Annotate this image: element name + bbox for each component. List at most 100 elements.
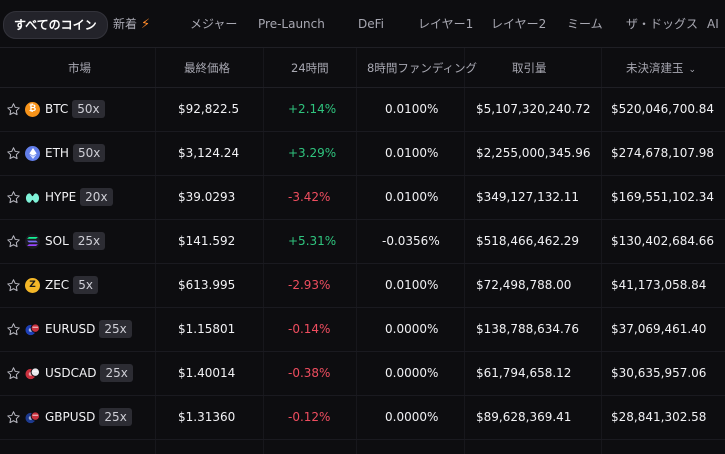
hype-icon (25, 190, 40, 205)
change-24h: +2.14% (288, 102, 337, 116)
tab-all-coins[interactable]: すべてのコイン (3, 11, 108, 39)
table-header: 市場 最終価格 24時間 8時間ファンディング 取引量 未決済建玉 ⌄ (0, 48, 725, 88)
zec-icon: Z (25, 278, 40, 293)
funding-8h: 0.0100% (385, 146, 439, 160)
market-symbol[interactable]: ETH 50x (45, 132, 106, 175)
sort-desc-icon: ⌄ (688, 65, 697, 75)
table-row[interactable]: Z ZEC 5x $613.995 -2.93% 0.0100% $72,498,… (0, 264, 725, 308)
table-row[interactable]: EURUSD 25x $1.15801 -0.14% 0.0000% $138,7… (0, 308, 725, 352)
funding-8h: 0.0100% (385, 278, 439, 292)
symbol-label: SOL (45, 234, 69, 248)
last-price: $141.592 (178, 234, 236, 248)
funding-8h: -0.0356% (382, 234, 440, 248)
leverage-badge: 25x (72, 231, 106, 250)
tab-label: 新着 (113, 17, 138, 31)
table-row[interactable]: ETH 50x $3,124.24 +3.29% 0.0100% $2,255,0… (0, 132, 725, 176)
table-row[interactable]: HYPE 20x $39.0293 -3.42% 0.0100% $349,127… (0, 176, 725, 220)
market-symbol[interactable]: BTC 50x (45, 88, 105, 131)
category-tabs: すべてのコイン 新着 ⚡ メジャー Pre-Launch DeFi レイヤー1 レ… (0, 0, 725, 48)
favorite-star-icon[interactable] (6, 234, 21, 249)
tab-layer1[interactable]: レイヤー1 (418, 12, 473, 36)
open-interest: $274,678,107.98 (611, 146, 715, 160)
leverage-badge: 5x (73, 275, 98, 294)
symbol-label: HYPE (45, 190, 77, 204)
leverage-badge: 25x (99, 407, 132, 426)
header-open-interest[interactable]: 未決済建玉 ⌄ (626, 48, 696, 88)
favorite-star-icon[interactable] (6, 322, 21, 337)
tab-label: レイヤー2 (491, 17, 547, 31)
table-row[interactable]: GBPUSD 25x $1.31360 -0.12% 0.0000% $89,62… (0, 396, 725, 440)
favorite-star-icon[interactable] (6, 190, 21, 205)
last-price: $92,822.5 (178, 102, 240, 116)
symbol-label: BTC (45, 102, 69, 116)
volume: $349,127,132.11 (476, 190, 580, 204)
last-price: $1.15801 (178, 322, 236, 336)
tab-label: Pre-Launch (258, 17, 325, 31)
open-interest: $520,046,700.84 (611, 102, 715, 116)
leverage-badge: 25x (99, 319, 132, 338)
table-row[interactable]: SOL 25x $141.592 +5.31% -0.0356% $518,466… (0, 220, 725, 264)
favorite-star-icon[interactable] (6, 410, 21, 425)
last-price: $1.31360 (178, 410, 236, 424)
funding-8h: 0.0000% (385, 366, 439, 380)
favorite-star-icon[interactable] (6, 366, 21, 381)
tab-the-dogs[interactable]: ザ・ドッグス (626, 12, 698, 36)
change-24h: -3.42% (288, 190, 331, 204)
tab-ai[interactable]: AI (707, 12, 719, 36)
favorite-star-icon[interactable] (6, 102, 21, 117)
leverage-badge: 50x (72, 143, 106, 162)
header-last-price[interactable]: 最終価格 (184, 61, 230, 75)
table-row[interactable]: ₿ BTC 50x $92,822.5 +2.14% 0.0100% $5,107… (0, 88, 725, 132)
tab-layer2[interactable]: レイヤー2 (491, 12, 546, 36)
column-divider (263, 48, 264, 454)
table-row[interactable]: USDCAD 25x $1.40014 -0.38% 0.0000% $61,79… (0, 352, 725, 396)
last-price: $613.995 (178, 278, 236, 292)
favorite-star-icon[interactable] (6, 278, 21, 293)
header-24h-change[interactable]: 24時間 (291, 61, 329, 75)
funding-8h: 0.0100% (385, 102, 439, 116)
market-symbol[interactable]: USDCAD 25x (45, 352, 133, 395)
tab-label: ザ・ドッグス (626, 17, 699, 31)
usd-cad-flag-icon (25, 366, 40, 381)
tab-label: メジャー (190, 17, 238, 31)
symbol-label: USDCAD (45, 366, 97, 380)
tab-new[interactable]: 新着 ⚡ (113, 12, 150, 36)
last-price: $39.0293 (178, 190, 236, 204)
market-symbol[interactable]: EURUSD 25x (45, 308, 132, 351)
leverage-badge: 50x (72, 99, 105, 118)
eur-usd-flag-icon (25, 322, 40, 337)
tab-label: DeFi (358, 17, 384, 31)
tab-majors[interactable]: メジャー (190, 12, 237, 36)
funding-8h: 0.0100% (385, 190, 439, 204)
column-divider (155, 48, 156, 454)
open-interest: $130,402,684.66 (611, 234, 715, 248)
header-8h-funding[interactable]: 8時間ファンディング (367, 61, 478, 75)
symbol-label: ETH (45, 146, 69, 160)
gbp-usd-flag-icon (25, 410, 40, 425)
tab-meme[interactable]: ミーム (567, 12, 603, 36)
btc-icon: ₿ (25, 102, 40, 117)
change-24h: -0.14% (288, 322, 331, 336)
header-volume[interactable]: 取引量 (512, 61, 547, 75)
open-interest: $28,841,302.58 (611, 410, 707, 424)
open-interest: $169,551,102.34 (611, 190, 715, 204)
market-symbol[interactable]: ZEC 5x (45, 264, 98, 307)
change-24h: +3.29% (288, 146, 337, 160)
volume: $2,255,000,345.96 (476, 146, 591, 160)
tab-label: ミーム (567, 17, 603, 31)
volume: $89,628,369.41 (476, 410, 572, 424)
change-24h: -2.93% (288, 278, 331, 292)
header-market[interactable]: 市場 (68, 61, 91, 75)
lightning-icon: ⚡ (141, 17, 151, 32)
market-symbol[interactable]: GBPUSD 25x (45, 396, 132, 439)
symbol-label: EURUSD (45, 322, 96, 336)
column-divider (464, 48, 465, 454)
tab-label: AI (707, 17, 719, 31)
market-symbol[interactable]: SOL 25x (45, 220, 106, 263)
header-open-interest-label: 未決済建玉 (626, 61, 684, 75)
volume: $5,107,320,240.72 (476, 102, 591, 116)
tab-defi[interactable]: DeFi (358, 12, 384, 36)
tab-pre-launch[interactable]: Pre-Launch (258, 12, 325, 36)
market-symbol[interactable]: HYPE 20x (45, 176, 113, 219)
favorite-star-icon[interactable] (6, 146, 21, 161)
